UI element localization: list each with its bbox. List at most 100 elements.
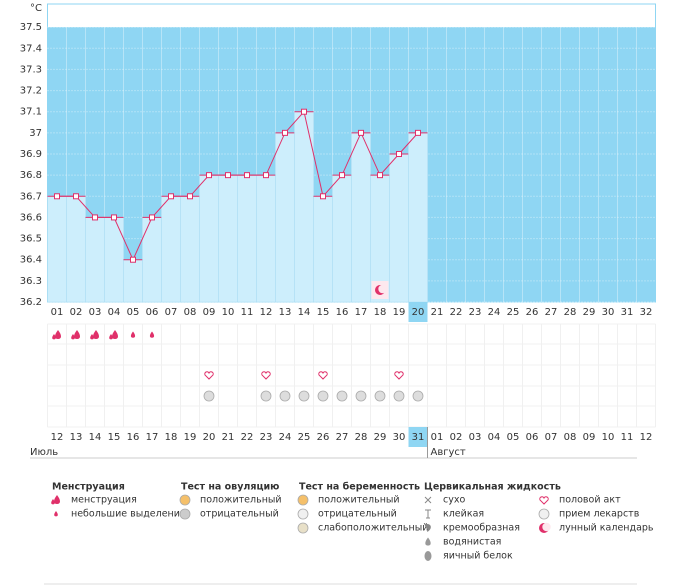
day-label: 19 xyxy=(393,307,406,318)
bar xyxy=(351,132,371,303)
day-label: 23 xyxy=(469,307,482,318)
date-label: 18 xyxy=(165,432,178,443)
legend-label: отрицательный xyxy=(318,509,397,520)
y-tick-label: 37.4 xyxy=(20,43,42,54)
day-label: 03 xyxy=(89,307,102,318)
legend-title: Тест на овуляцию xyxy=(181,482,279,493)
point-marker xyxy=(244,172,250,179)
date-label: 10 xyxy=(602,432,615,443)
day-label: 04 xyxy=(108,307,121,318)
day-label: 28 xyxy=(564,307,577,318)
bar xyxy=(161,196,181,303)
day-label: 16 xyxy=(336,307,349,318)
date-label: 24 xyxy=(279,432,292,443)
date-label: 11 xyxy=(621,432,634,443)
date-label: 08 xyxy=(564,432,577,443)
point-marker xyxy=(54,193,60,200)
bar xyxy=(47,196,67,303)
day-label: 31 xyxy=(621,307,634,318)
day-label: 02 xyxy=(70,307,83,318)
date-label: 27 xyxy=(336,432,349,443)
y-unit: °C xyxy=(30,3,42,14)
moon-icon-cut xyxy=(378,284,387,294)
point-marker xyxy=(339,172,345,179)
test-icon xyxy=(297,508,309,520)
day-label: 22 xyxy=(450,307,463,318)
test-icon xyxy=(203,390,215,402)
test-icon xyxy=(412,390,424,402)
point-marker xyxy=(130,256,136,263)
legend-label: лунный календарь xyxy=(559,523,654,534)
legend: Менструация менструация небольшие выделени… xyxy=(52,482,654,562)
point-marker xyxy=(358,129,364,136)
date-label: 13 xyxy=(70,432,83,443)
moon-icon-cut xyxy=(542,522,551,532)
drop-icon xyxy=(90,334,94,340)
date-label: 22 xyxy=(241,432,254,443)
day-label: 07 xyxy=(165,307,178,318)
month-label: Август xyxy=(431,447,466,458)
heart-icon xyxy=(394,371,404,380)
bar xyxy=(332,174,352,303)
legend-label: сухо xyxy=(443,495,465,506)
test-icon xyxy=(336,390,348,402)
date-label: 07 xyxy=(545,432,558,443)
day-label: 11 xyxy=(241,307,254,318)
y-tick-label: 36.4 xyxy=(20,255,42,266)
y-tick-label: 36.2 xyxy=(20,297,42,308)
test-icon xyxy=(297,494,309,506)
day-label: 14 xyxy=(298,307,311,318)
bar xyxy=(313,196,333,303)
y-tick-label: 36.9 xyxy=(20,149,42,160)
bar xyxy=(256,174,276,303)
cross-icon xyxy=(424,496,432,504)
test-icon xyxy=(393,390,405,402)
drop-icon xyxy=(54,495,60,504)
bar xyxy=(199,174,219,303)
date-label: 09 xyxy=(583,432,596,443)
highlight-cell xyxy=(408,302,428,322)
tee-icon xyxy=(425,509,431,519)
y-tick-label: 37.5 xyxy=(20,22,42,33)
drop-icon xyxy=(130,331,136,338)
legend-label: положительный xyxy=(318,495,400,506)
y-tick-label: 37.1 xyxy=(20,107,42,118)
bar xyxy=(66,196,86,303)
date-label: 12 xyxy=(640,432,653,443)
date-label: 19 xyxy=(184,432,197,443)
drop-icon xyxy=(54,511,58,517)
date-label: 06 xyxy=(526,432,539,443)
test-icon xyxy=(298,390,310,402)
date-label: 01 xyxy=(431,432,444,443)
point-marker xyxy=(377,172,383,179)
test-icon xyxy=(260,390,272,402)
bar xyxy=(389,153,409,303)
point-marker xyxy=(92,214,98,221)
blob-icon xyxy=(424,523,431,532)
date-label: 04 xyxy=(488,432,501,443)
drop-icon xyxy=(149,331,155,338)
day-label: 26 xyxy=(526,307,539,318)
point-marker xyxy=(301,108,307,115)
drop-icon xyxy=(93,330,99,339)
legend-label: кремообразная xyxy=(443,523,520,534)
day-label: 13 xyxy=(279,307,292,318)
point-marker xyxy=(396,151,402,157)
drop-icon xyxy=(74,330,80,339)
test-icon xyxy=(279,390,291,402)
drop-icon xyxy=(71,334,75,340)
date-label: 02 xyxy=(450,432,463,443)
bar xyxy=(180,196,200,303)
y-tick-label: 37 xyxy=(29,128,42,139)
test-icon xyxy=(179,508,191,520)
date-label: 29 xyxy=(374,432,387,443)
date-label: 12 xyxy=(51,432,64,443)
y-tick-label: 36.7 xyxy=(20,191,42,202)
bar xyxy=(142,217,162,303)
day-label: 08 xyxy=(184,307,197,318)
legend-title: Тест на беременность xyxy=(299,482,420,493)
heart-icon xyxy=(318,371,328,380)
legend-title: Цервикальная жидкость xyxy=(424,482,561,493)
point-marker xyxy=(73,193,79,200)
